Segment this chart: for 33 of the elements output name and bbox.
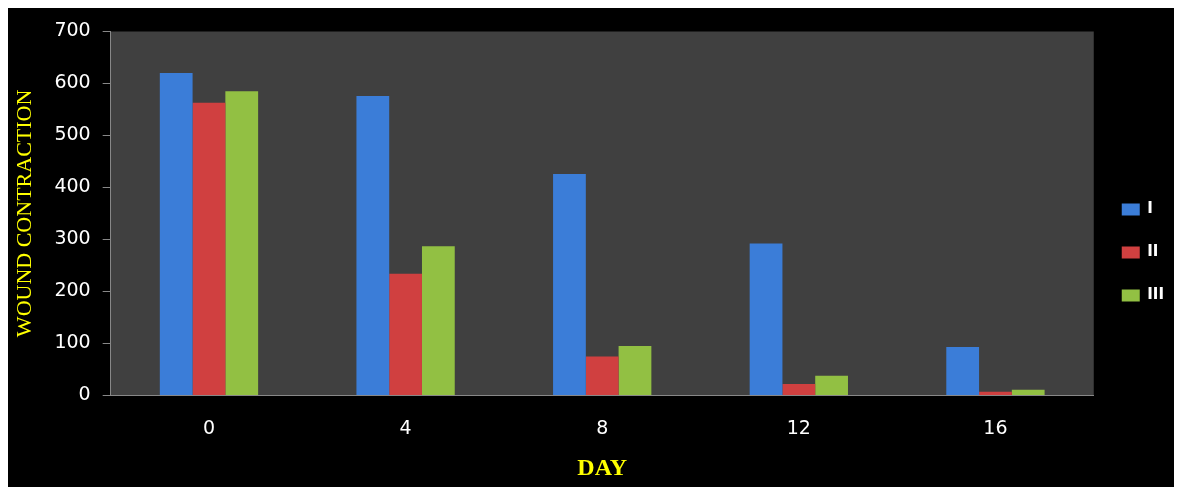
x-tick-label: 4	[399, 415, 412, 438]
y-tick-label: 700	[54, 18, 91, 41]
bar	[389, 273, 422, 395]
bar	[159, 73, 193, 395]
y-tick-label: 200	[54, 278, 91, 301]
y-axis-title: WOUND CONTRACTION	[10, 89, 36, 338]
bar	[815, 375, 848, 395]
y-tick-label: 400	[54, 174, 91, 197]
bar	[585, 356, 619, 395]
bar	[946, 347, 980, 395]
x-tick-label: 16	[983, 415, 1008, 438]
bar	[553, 173, 586, 395]
x-tick-label: 8	[596, 415, 609, 438]
legend-label: III	[1147, 285, 1165, 304]
bar	[356, 95, 390, 395]
bar	[421, 246, 455, 395]
y-tick-label: 600	[54, 70, 91, 93]
bar	[979, 391, 1012, 395]
x-axis-title: DAY	[577, 453, 628, 480]
bar	[749, 243, 783, 395]
y-tick-label: 0	[78, 382, 91, 405]
bar	[1011, 389, 1045, 395]
bar	[782, 383, 816, 395]
bar	[225, 91, 259, 395]
legend-label: I	[1147, 199, 1153, 218]
y-tick-label: 300	[54, 226, 91, 249]
y-tick-label: 500	[54, 122, 91, 145]
x-tick-label: 0	[202, 415, 216, 438]
x-tick-label: 12	[786, 415, 811, 438]
legend-label: II	[1147, 242, 1159, 261]
y-tick-label: 100	[54, 330, 91, 353]
bar	[618, 346, 652, 395]
bar	[192, 102, 226, 395]
